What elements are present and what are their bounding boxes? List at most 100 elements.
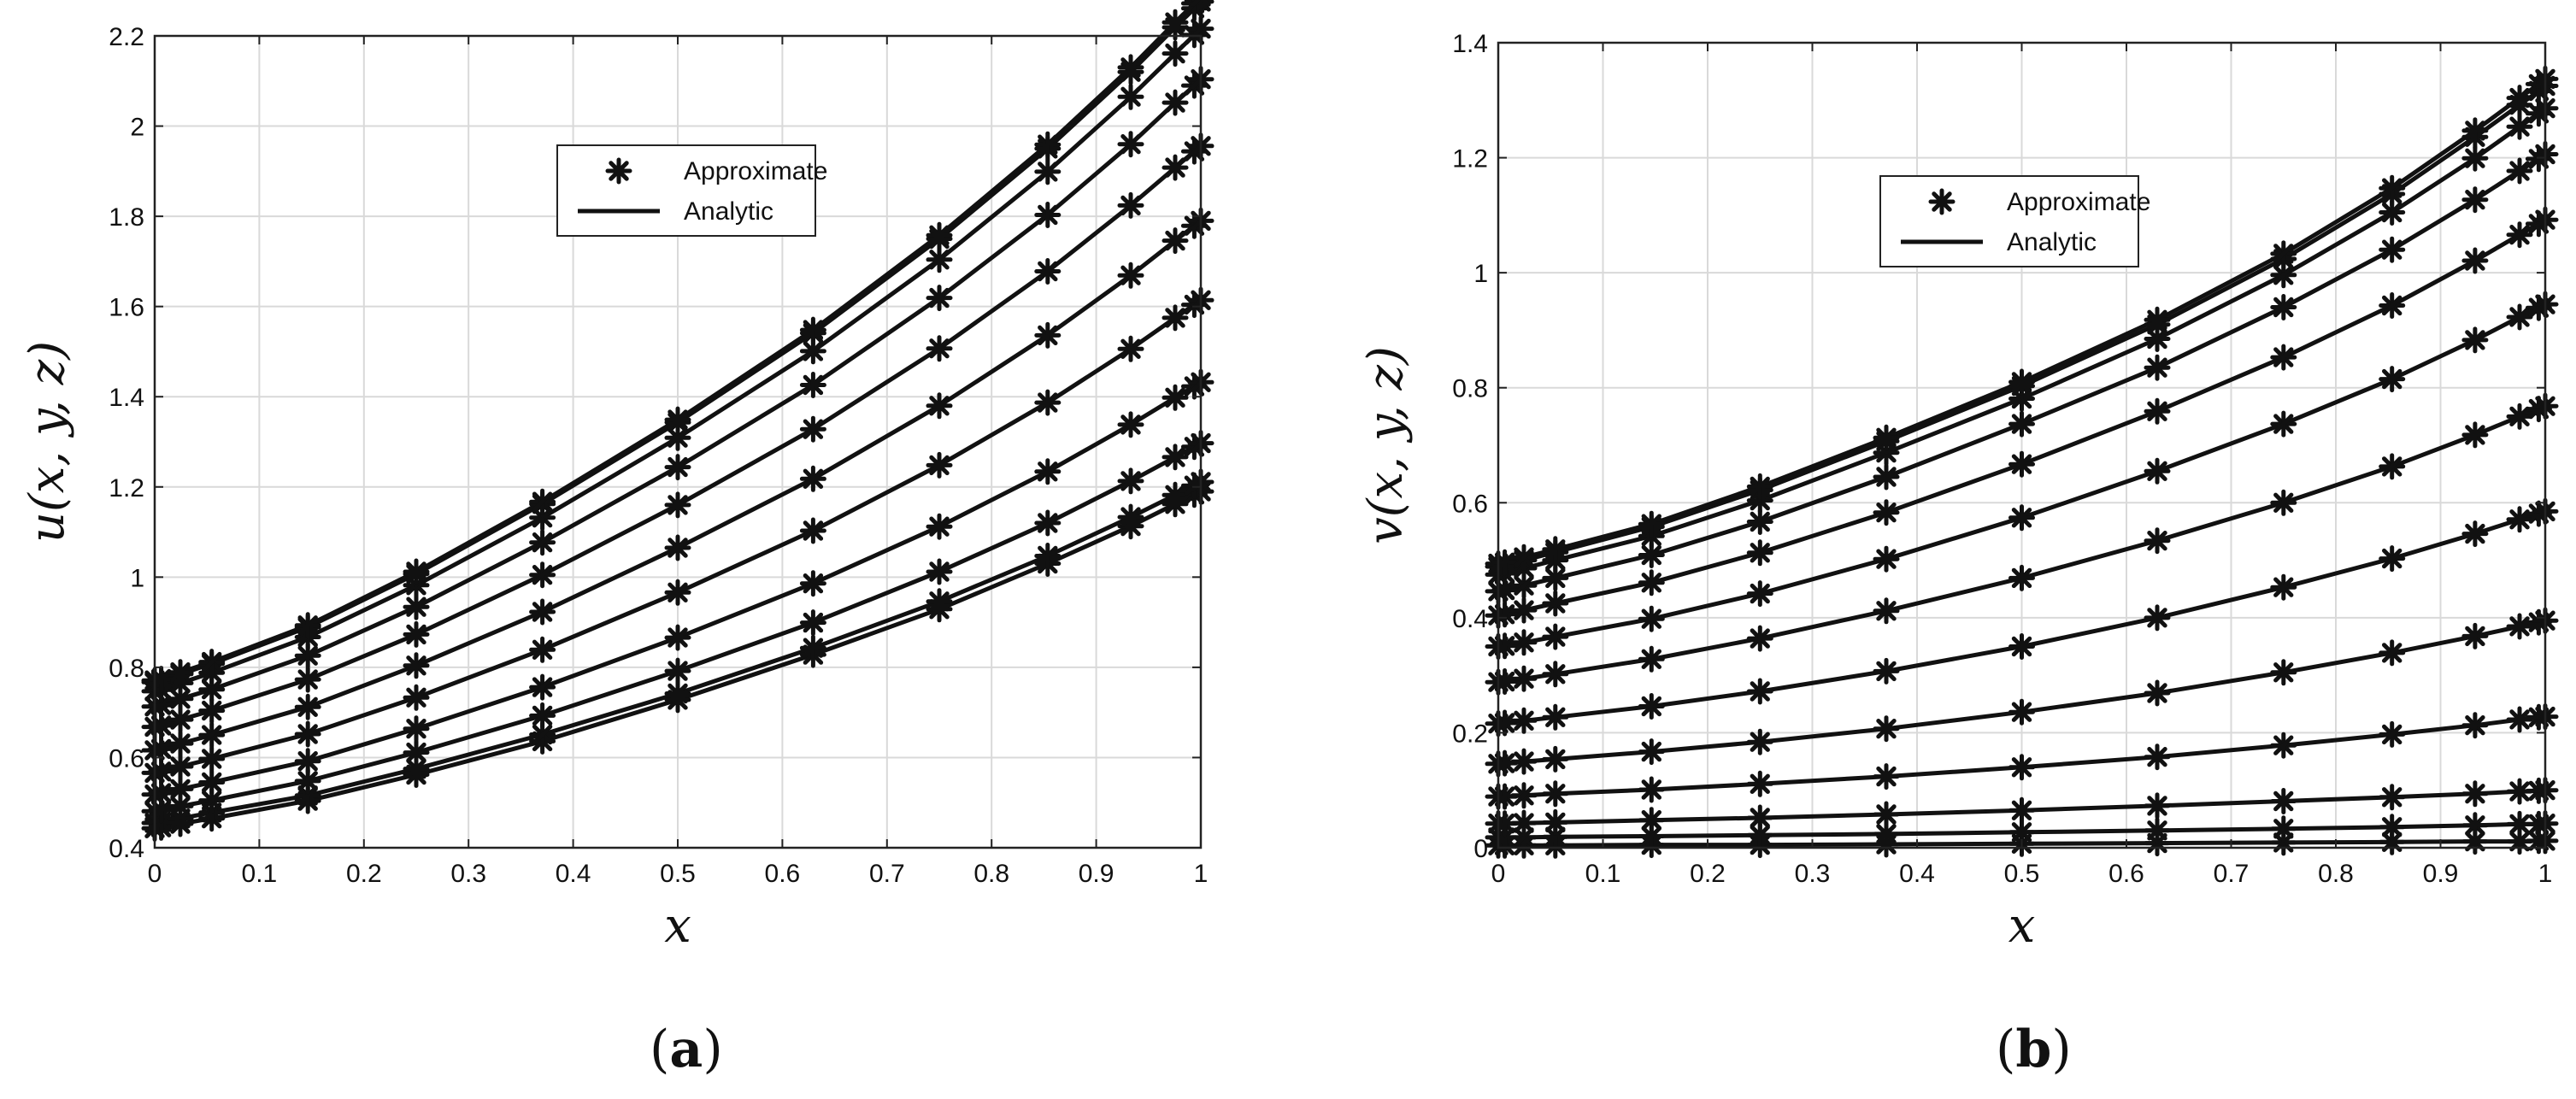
approximate-marker bbox=[1873, 499, 1900, 526]
y-tick-label: 2.2 bbox=[109, 23, 144, 51]
approximate-marker bbox=[294, 642, 321, 669]
approximate-marker bbox=[2144, 457, 2171, 485]
approximate-marker bbox=[403, 593, 430, 620]
approximate-marker bbox=[1034, 131, 1062, 158]
approximate-marker bbox=[664, 680, 691, 707]
approximate-marker bbox=[1638, 605, 1665, 632]
approximate-marker bbox=[2008, 564, 2035, 591]
approximate-marker bbox=[148, 735, 175, 762]
approximate-marker bbox=[2144, 326, 2171, 352]
approximate-marker bbox=[1162, 304, 1189, 332]
approximate-marker bbox=[198, 649, 226, 676]
approximate-marker bbox=[1510, 665, 1538, 692]
approximate-marker bbox=[1034, 202, 1062, 228]
approximate-marker bbox=[2270, 240, 2297, 267]
approximate-marker bbox=[2379, 545, 2406, 573]
approximate-marker bbox=[1491, 668, 1519, 695]
approximate-marker bbox=[2506, 613, 2533, 640]
approximate-marker bbox=[2144, 679, 2171, 707]
approximate-marker bbox=[2379, 174, 2406, 202]
approximate-marker bbox=[1746, 580, 1773, 608]
approximate-marker bbox=[2008, 796, 2035, 824]
approximate-marker bbox=[1162, 227, 1189, 255]
y-tick-label: 1.2 bbox=[109, 474, 144, 502]
legend-box bbox=[1879, 175, 2139, 267]
approximate-marker bbox=[1873, 545, 1900, 573]
approximate-marker bbox=[1542, 745, 1569, 773]
approximate-marker bbox=[2506, 706, 2533, 733]
approximate-marker bbox=[167, 685, 194, 713]
approximate-marker bbox=[294, 693, 321, 720]
approximate-marker bbox=[1746, 508, 1773, 535]
approximate-marker bbox=[1638, 807, 1665, 834]
approximate-marker bbox=[1510, 544, 1538, 571]
approximate-marker bbox=[1746, 804, 1773, 832]
approximate-marker bbox=[1873, 424, 1900, 451]
approximate-marker bbox=[167, 775, 194, 802]
approximate-marker bbox=[2270, 489, 2297, 516]
approximate-marker bbox=[926, 588, 953, 615]
approximate-marker bbox=[198, 769, 226, 796]
x-tick-label: 0.1 bbox=[242, 860, 278, 888]
y-tick-label: 1 bbox=[130, 564, 144, 592]
approximate-marker bbox=[294, 748, 321, 775]
approximate-marker bbox=[167, 730, 194, 757]
approximate-marker bbox=[1542, 823, 1569, 850]
y-tick-label: 0.6 bbox=[1452, 490, 1488, 518]
approximate-marker bbox=[926, 451, 953, 479]
approximate-marker bbox=[926, 285, 953, 312]
approximate-marker bbox=[799, 570, 826, 597]
y-tick-label: 1.4 bbox=[109, 384, 144, 412]
approximate-marker bbox=[2379, 292, 2406, 319]
legend-label: Analytic bbox=[2007, 228, 2097, 256]
approximate-marker bbox=[2379, 814, 2406, 841]
approximate-marker bbox=[926, 246, 953, 273]
y-tick-label: 0.4 bbox=[1452, 605, 1488, 633]
approximate-marker bbox=[2461, 247, 2489, 274]
approximate-marker bbox=[2008, 698, 2035, 726]
approximate-marker bbox=[529, 702, 556, 729]
x-tick-label: 0.7 bbox=[869, 860, 905, 888]
ticks: 0 0.1 0.2 0.3 0.4 0.5 0.6 0.7 0.8 0.9 1 0 0.2 0.4 0.6 0… bbox=[1452, 30, 2552, 888]
approximate-marker bbox=[1162, 40, 1189, 68]
approximate-marker bbox=[1162, 89, 1189, 116]
approximate-marker bbox=[2461, 712, 2489, 739]
approximate-marker bbox=[2506, 113, 2533, 140]
approximate-marker bbox=[926, 221, 953, 249]
approximate-marker bbox=[1034, 458, 1062, 485]
approximate-marker bbox=[1510, 809, 1538, 837]
approximate-marker bbox=[2461, 186, 2489, 214]
x-tick-label: 0.2 bbox=[1690, 860, 1726, 888]
approximate-marker bbox=[1873, 715, 1900, 743]
x-tick-label: 0.5 bbox=[2004, 860, 2040, 888]
y-tick-label: 0.6 bbox=[109, 744, 144, 773]
approximate-marker bbox=[2144, 792, 2171, 820]
approximate-marker bbox=[2461, 421, 2489, 449]
approximate-marker bbox=[1510, 572, 1538, 599]
approximate-marker bbox=[403, 684, 430, 711]
approximate-marker bbox=[1491, 632, 1519, 660]
legend-box bbox=[556, 144, 816, 237]
approximate-marker bbox=[2461, 326, 2489, 354]
approximate-marker bbox=[2506, 810, 2533, 837]
y-tick-label: 0.2 bbox=[1452, 720, 1488, 748]
approximate-marker bbox=[2379, 720, 2406, 748]
approximate-marker bbox=[799, 415, 826, 443]
ticks: 0 0.1 0.2 0.3 0.4 0.5 0.6 0.7 0.8 0.9 1 0.4 0.6 0.8 1 1… bbox=[109, 23, 1208, 888]
approximate-marker bbox=[294, 612, 321, 639]
x-tick-label: 0.4 bbox=[556, 860, 591, 888]
approximate-marker bbox=[2270, 410, 2297, 438]
approximate-marker bbox=[2144, 817, 2171, 844]
approximate-marker bbox=[1117, 335, 1144, 362]
approximate-marker bbox=[2270, 344, 2297, 371]
approximate-marker bbox=[294, 666, 321, 693]
approximate-marker bbox=[2144, 743, 2171, 771]
legend-label: Approximate bbox=[2007, 188, 2150, 216]
approximate-marker bbox=[664, 579, 691, 606]
approximate-marker bbox=[2506, 303, 2533, 331]
approximate-marker bbox=[2008, 754, 2035, 781]
y-tick-label: 1.8 bbox=[109, 203, 144, 232]
caption-letter: b bbox=[2015, 1020, 2051, 1079]
approximate-marker bbox=[1117, 191, 1144, 219]
approximate-marker bbox=[529, 673, 556, 701]
